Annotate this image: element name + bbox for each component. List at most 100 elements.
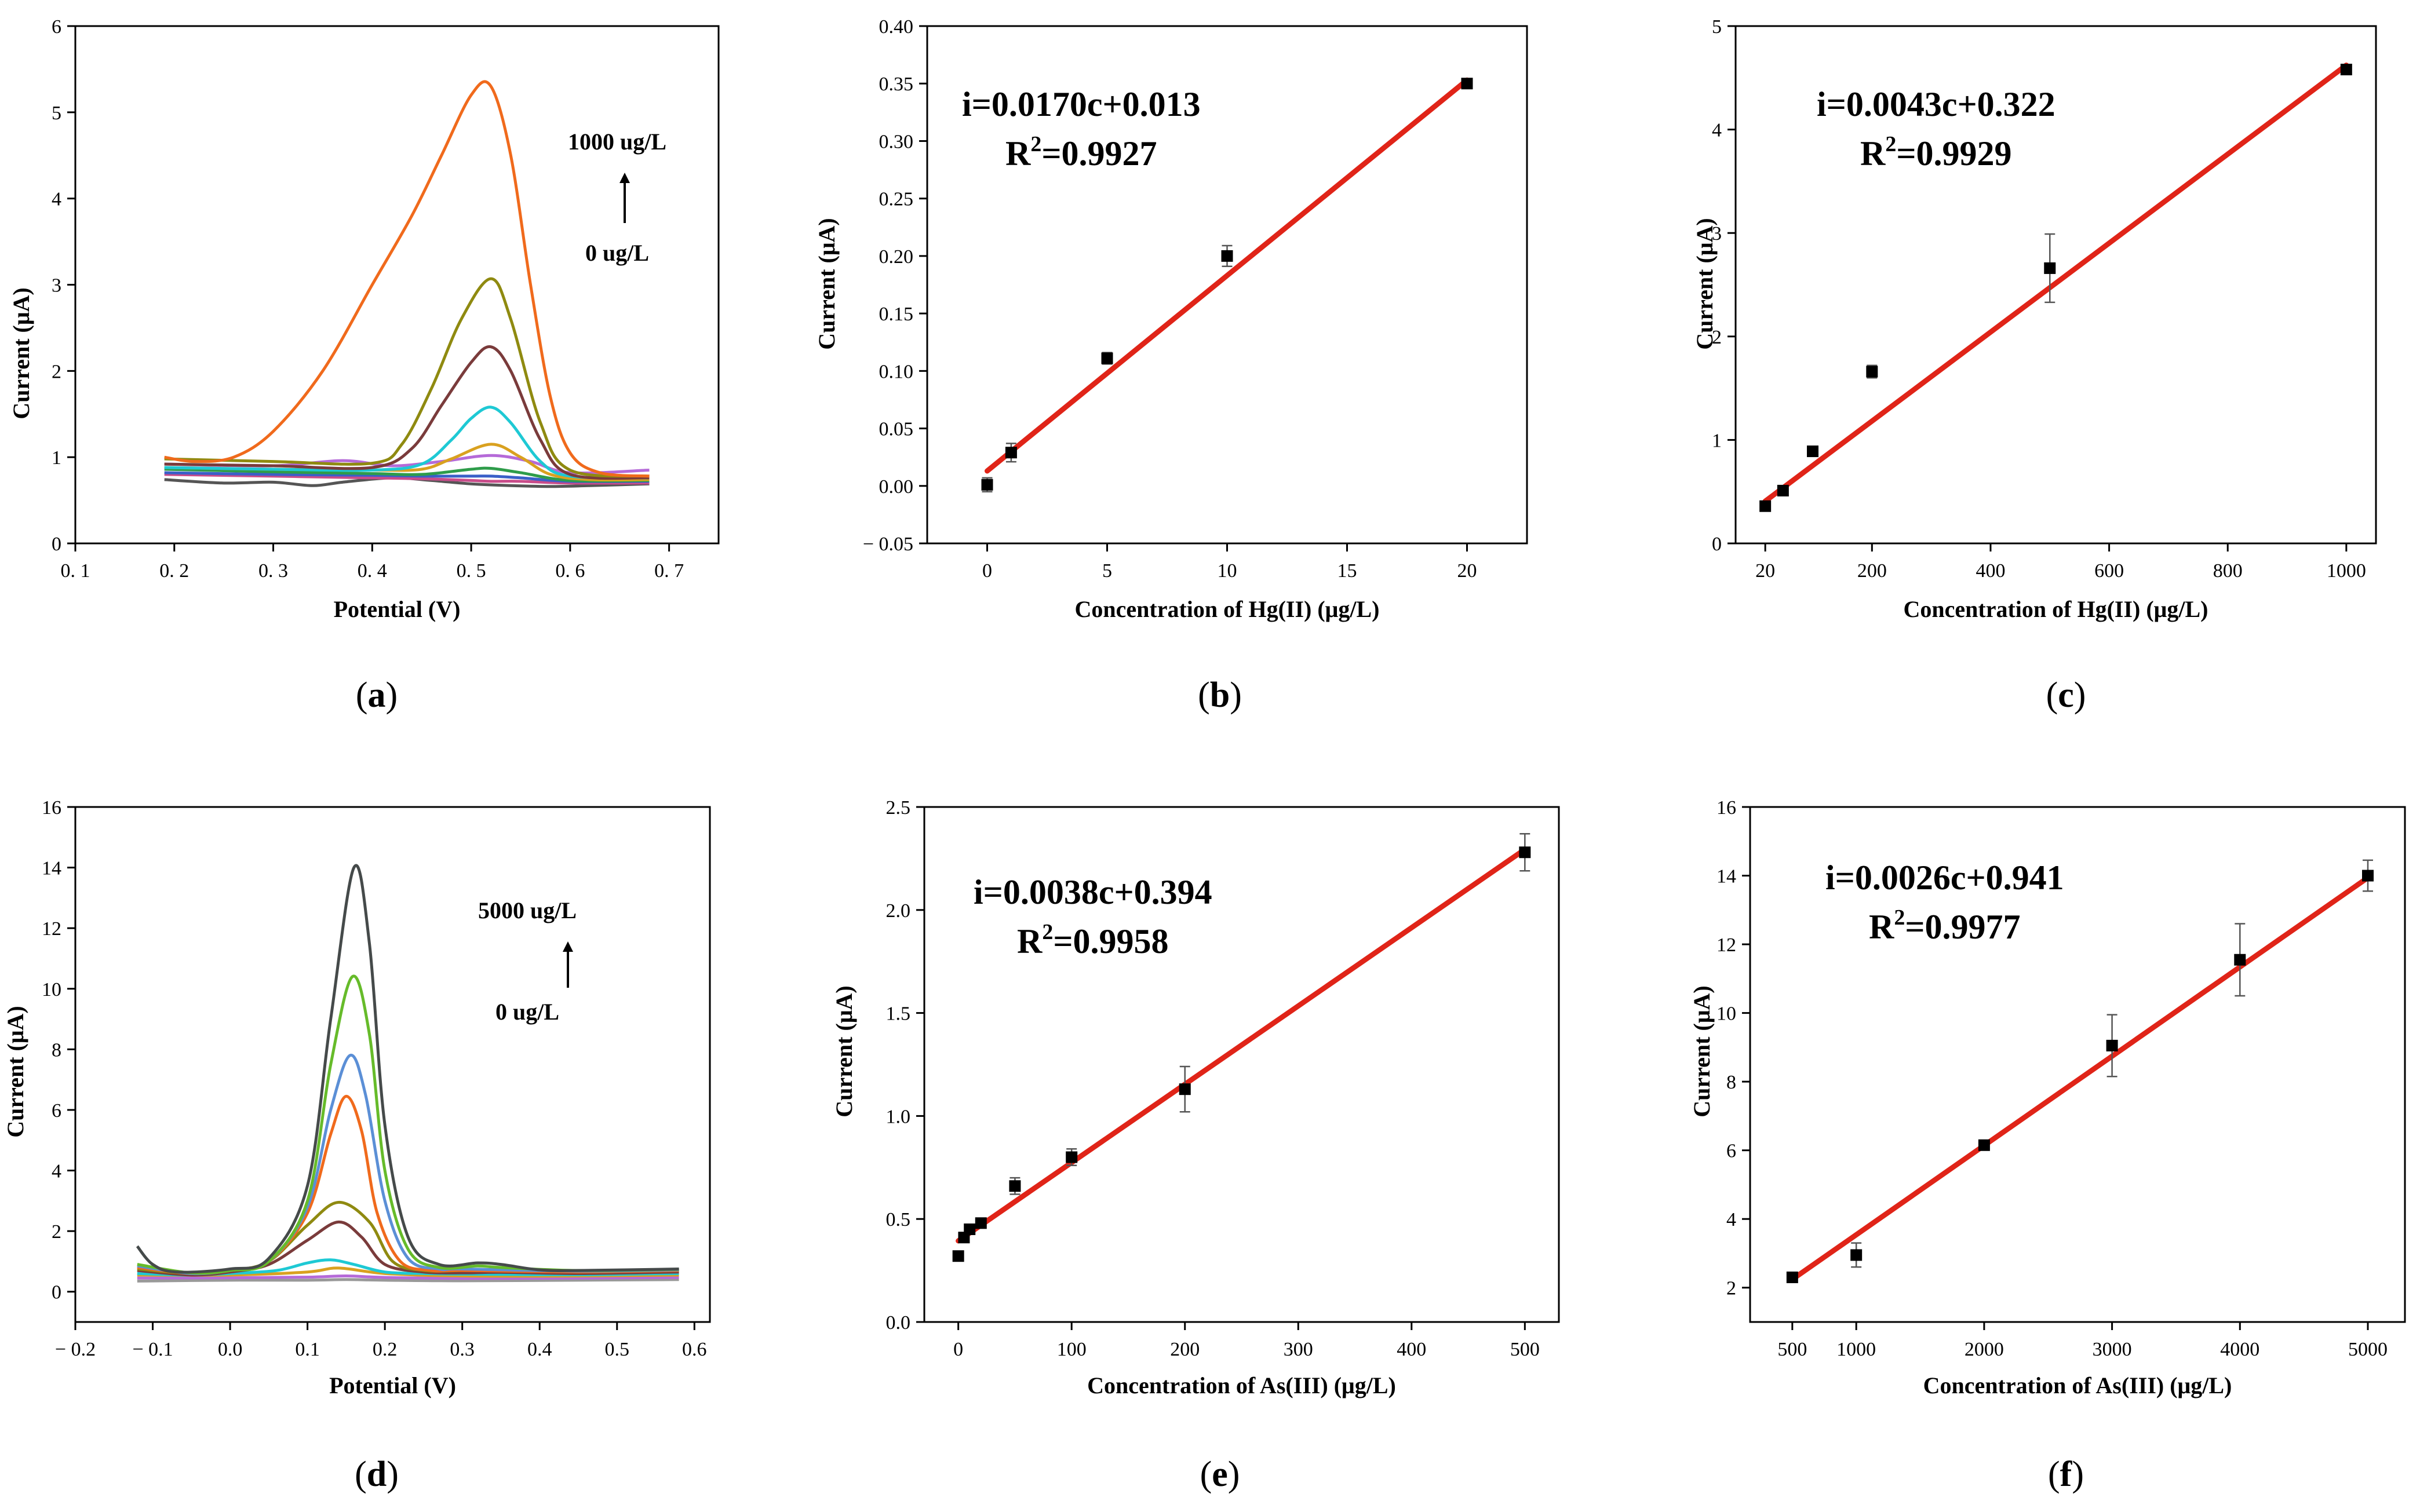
series-line-s9 — [137, 974, 679, 1275]
data-point — [2234, 954, 2246, 966]
x-tick-label: 0. 4 — [358, 560, 387, 582]
panel-caption: (c) — [2046, 675, 2086, 715]
fit-equation: i=0.0026c+0.941 — [1825, 859, 2064, 897]
y-tick-label: 0.30 — [879, 131, 914, 152]
panel-caption: (e) — [1200, 1455, 1240, 1494]
y-tick-label: 2.0 — [886, 900, 911, 922]
y-tick-label: 5 — [52, 103, 61, 124]
panel-f: 500 1000 2000 3000 4000 5000 2 4 6 8 10 12 14 16 Conce… — [1689, 797, 2406, 1494]
x-tick-label: 0.4 — [527, 1339, 552, 1360]
x-tick-label: 0. 3 — [258, 560, 288, 582]
panel-letter: d — [367, 1455, 387, 1494]
fit-line — [985, 77, 1470, 474]
data-point — [1009, 1180, 1021, 1192]
y-tick-label: 4 — [52, 189, 61, 210]
x-tick-label: 15 — [1337, 560, 1357, 582]
y-tick-label: 16 — [42, 797, 61, 819]
panel-caption: (d) — [355, 1455, 399, 1494]
x-tick-label: 0.1 — [295, 1339, 320, 1360]
x-tick-label: 0 — [953, 1339, 963, 1360]
panel-letter: c — [2058, 675, 2074, 715]
series-line-s8 — [164, 345, 650, 480]
panel-caption: (b) — [1198, 675, 1242, 715]
x-tick-label: 20 — [1457, 560, 1477, 582]
y-tick-label: 2 — [52, 1221, 61, 1243]
x-axis-label: Concentration of As(III) (μg/L) — [1087, 1372, 1396, 1398]
x-tick-label: 500 — [1777, 1339, 1807, 1360]
x-tick-label: 0. 1 — [61, 560, 90, 582]
x-tick-label: 0. 2 — [159, 560, 189, 582]
annotation-max-conc: 1000 ug/L — [568, 129, 666, 155]
x-tick-label: 800 — [2213, 560, 2243, 582]
y-tick-label: 0.20 — [879, 246, 914, 268]
x-tick-label: 2000 — [1965, 1339, 2004, 1360]
y-tick-label: 12 — [42, 918, 61, 940]
y-axis-label: Current (μA) — [2, 1006, 28, 1137]
x-axis-label: Potential (V) — [329, 1372, 456, 1398]
data-point — [1850, 1249, 1863, 1261]
panel-c: 20 200 400 600 800 1000 0 1 2 3 4 5 Concentration of… — [1692, 16, 2377, 715]
data-point — [2340, 64, 2352, 76]
x-tick-label: − 0.2 — [55, 1339, 96, 1360]
series-line-s3 — [164, 471, 650, 483]
panel-letter: b — [1210, 675, 1230, 715]
y-tick-label: 3 — [52, 275, 61, 297]
y-tick-label: 6 — [52, 16, 61, 38]
r-squared: R2=0.9927 — [1005, 132, 1157, 173]
r-squared: R2=0.9977 — [1869, 905, 2021, 946]
fit-equation: i=0.0038c+0.394 — [974, 873, 1212, 911]
y-tick-label: 0 — [1712, 534, 1722, 555]
data-point — [2044, 262, 2056, 274]
panel-d: − 0.2 − 0.1 0.0 0.1 0.2 0.3 0.4 0.5 0.6 0 2 4 6 8 10 12… — [2, 797, 711, 1494]
data-point — [1759, 500, 1772, 512]
panel-caption: (f) — [2048, 1455, 2084, 1494]
data-point — [1777, 484, 1789, 496]
data-point — [952, 1250, 964, 1262]
y-axis-label: Current (μA) — [8, 287, 34, 419]
y-tick-label: 2 — [52, 361, 61, 382]
x-tick-label: 4000 — [2220, 1339, 2259, 1360]
y-axis-label: Current (μA) — [1692, 218, 1718, 349]
y-tick-label: 10 — [1716, 1003, 1736, 1025]
panel-e: 0 100 200 300 400 500 0.0 0.5 1.0 1.5 2.0 2.5 Concen… — [831, 797, 1560, 1494]
y-tick-label: 6 — [52, 1100, 61, 1122]
x-tick-label: 0.5 — [605, 1339, 630, 1360]
y-tick-label: 2 — [1712, 327, 1722, 348]
x-tick-label: 3000 — [2093, 1339, 2132, 1360]
x-axis-label: Concentration of Hg(II) (μg/L) — [1904, 596, 2208, 622]
data-point — [1221, 250, 1233, 262]
x-tick-label: 400 — [1397, 1339, 1426, 1360]
y-tick-label: 1.0 — [886, 1106, 911, 1127]
plot-frame — [1734, 25, 2377, 545]
x-tick-label: 5000 — [2348, 1339, 2388, 1360]
y-tick-label: 4 — [1726, 1209, 1736, 1230]
panel-letter: a — [368, 675, 386, 715]
x-tick-label: 0.0 — [218, 1339, 243, 1360]
series-line-s10 — [136, 864, 679, 1274]
data-point — [1101, 352, 1113, 364]
data-point — [1461, 78, 1473, 90]
series-line-s7 — [164, 406, 650, 480]
series-line-s2 — [137, 1274, 679, 1280]
y-tick-label: 4 — [1712, 120, 1722, 141]
x-axis-label: Concentration of As(III) (μg/L) — [1923, 1372, 2232, 1398]
y-tick-label: 6 — [1726, 1141, 1736, 1162]
x-tick-label: 0 — [982, 560, 992, 582]
y-tick-label: 14 — [1716, 866, 1736, 888]
annotation-min-conc: 0 ug/L — [495, 999, 559, 1025]
y-tick-label: 0.0 — [886, 1312, 911, 1334]
y-tick-label: 0.15 — [879, 304, 914, 325]
series-line-s9 — [164, 277, 650, 478]
x-tick-label: 5 — [1102, 560, 1112, 582]
y-tick-label: 8 — [52, 1039, 61, 1061]
panel-caption: (a) — [356, 675, 398, 715]
data-point — [1005, 447, 1017, 459]
y-tick-label: 2 — [1726, 1278, 1736, 1299]
panel-a: 0. 1 0. 2 0. 3 0. 4 0. 5 0. 6 0. 7 0 1 2 3 4 5 6 Poten… — [8, 16, 720, 715]
y-tick-label: 12 — [1716, 934, 1736, 956]
x-tick-label: 1000 — [2327, 560, 2366, 582]
fit-equation: i=0.0170c+0.013 — [962, 85, 1201, 123]
fit-line — [956, 846, 1528, 1244]
y-tick-label: 3 — [1712, 223, 1722, 244]
